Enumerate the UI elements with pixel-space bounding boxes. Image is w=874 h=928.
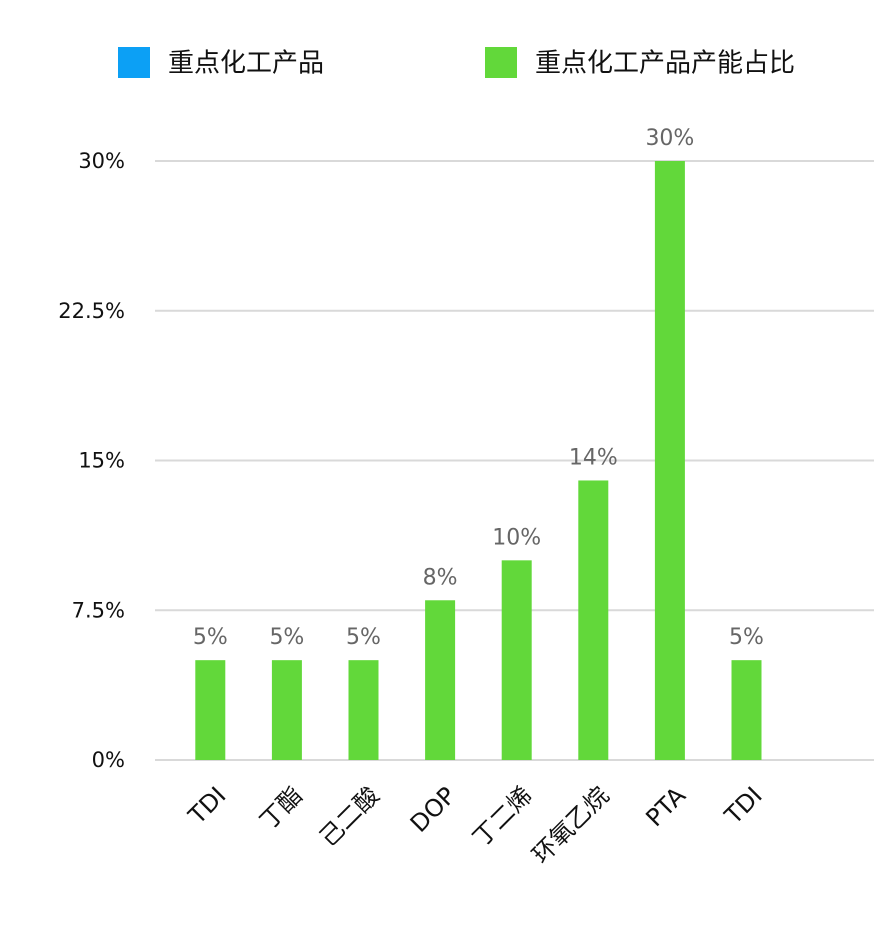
- data-label: 14%: [569, 445, 618, 470]
- bar: [348, 660, 379, 760]
- bar: [425, 600, 456, 760]
- x-tick-label: PTA: [640, 781, 691, 832]
- data-label: 5%: [269, 625, 304, 650]
- y-tick-label: 7.5%: [72, 598, 125, 622]
- data-label: 30%: [645, 126, 694, 151]
- bar: [195, 660, 226, 760]
- legend-label: 重点化工产品: [168, 49, 324, 79]
- x-tick-label: 己二酸: [314, 781, 385, 852]
- legend-swatch: [485, 47, 517, 78]
- data-label: 5%: [193, 625, 228, 650]
- legend-swatch: [118, 47, 150, 78]
- bar: [271, 660, 302, 760]
- y-tick-label: 30%: [78, 149, 125, 173]
- x-tick-label: TDI: [183, 781, 232, 830]
- x-tick-label: 丁酯: [254, 781, 308, 835]
- data-label: 8%: [423, 565, 458, 590]
- x-tick-label: DOP: [405, 781, 461, 837]
- data-label: 5%: [729, 625, 764, 650]
- y-tick-label: 22.5%: [58, 299, 125, 323]
- bar: [501, 560, 532, 760]
- bar: [578, 480, 609, 760]
- data-label: 5%: [346, 625, 381, 650]
- legend-label: 重点化工产品产能占比: [535, 49, 795, 79]
- y-tick-label: 15%: [78, 449, 125, 473]
- x-tick-label: 丁二烯: [467, 781, 538, 852]
- bar: [731, 660, 762, 760]
- x-tick-label: TDI: [719, 781, 768, 830]
- x-tick-label: 环氧乙烷: [527, 781, 615, 869]
- data-label: 10%: [492, 525, 541, 550]
- bar: [654, 161, 685, 760]
- y-tick-label: 0%: [92, 748, 125, 772]
